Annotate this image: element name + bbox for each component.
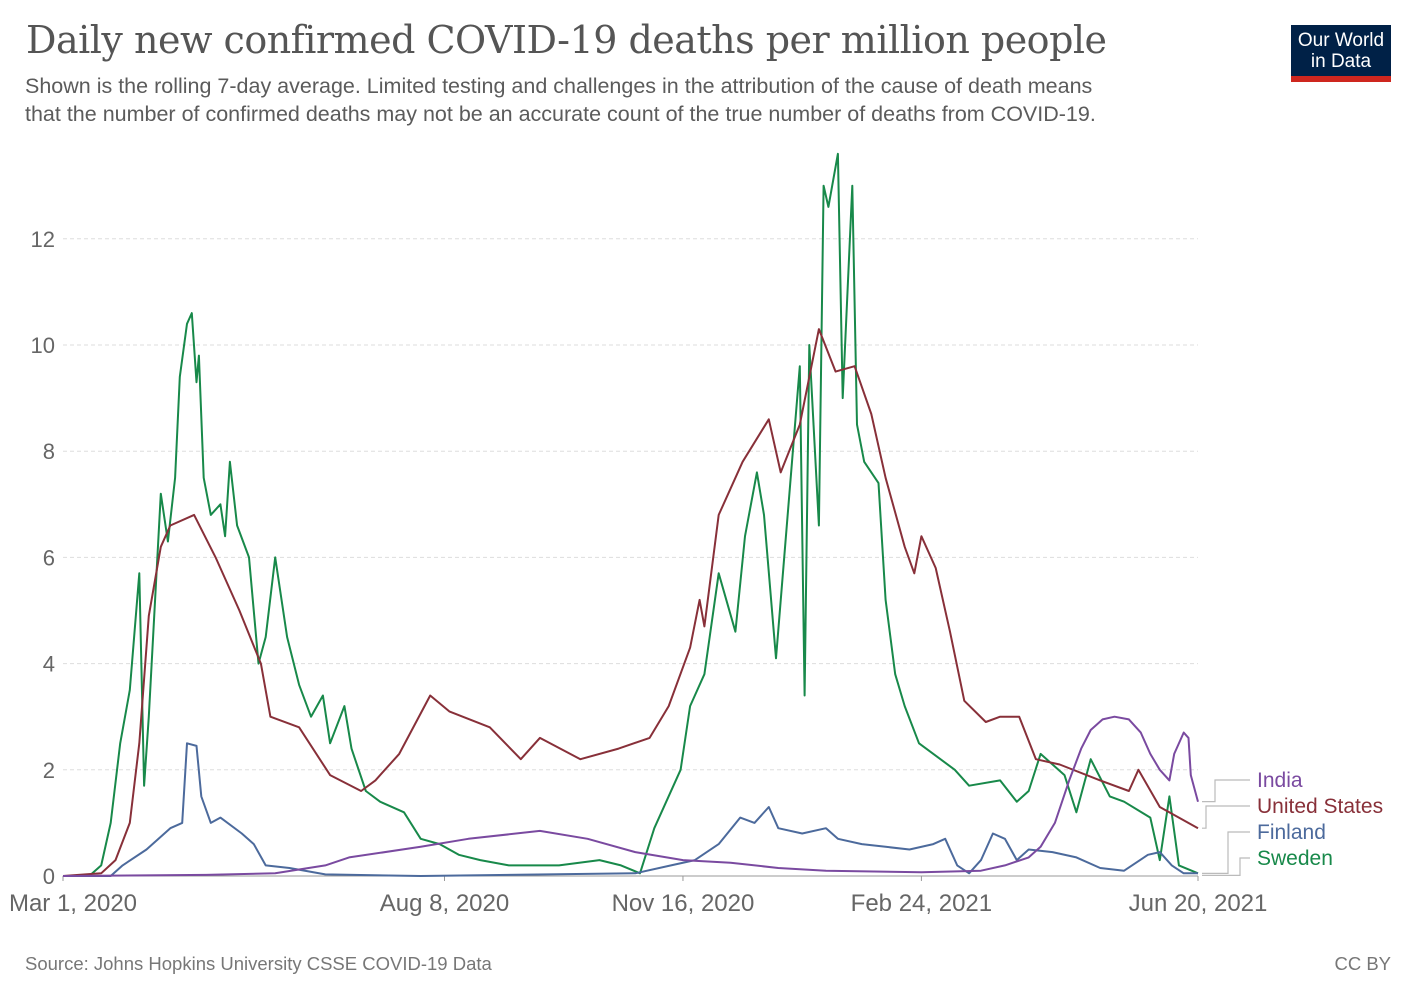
legend-connector [1202, 805, 1250, 829]
series-lines [62, 152, 1199, 877]
y-axis: 0 2 4 6 8 10 12 [31, 227, 55, 889]
x-tick-label: Aug 8, 2020 [380, 890, 509, 917]
legend-label-india[interactable]: India [1257, 769, 1303, 792]
legend: India United States Finland Sweden [1202, 769, 1383, 876]
y-tick-label: 10 [31, 333, 55, 358]
series-line-united-states[interactable] [62, 328, 1199, 877]
x-tick-label: Mar 1, 2020 [9, 890, 137, 917]
series-line-finland[interactable] [63, 742, 1198, 877]
y-tick-label: 0 [43, 864, 55, 889]
y-tick-label: 4 [43, 652, 55, 677]
license-link[interactable]: CC BY [1334, 953, 1391, 974]
legend-label-sweden[interactable]: Sweden [1257, 847, 1333, 870]
owid-logo[interactable]: Our World in Data [1291, 25, 1391, 82]
chart-subtitle: Shown is the rolling 7-day average. Limi… [25, 72, 1245, 128]
grid [63, 238, 1198, 877]
y-tick-label: 12 [31, 227, 55, 252]
chart-title: Daily new confirmed COVID-19 deaths per … [26, 18, 1107, 62]
subtitle-line: that the number of confirmed deaths may … [25, 102, 1096, 126]
source-note: Source: Johns Hopkins University CSSE CO… [25, 953, 492, 974]
legend-label-united-states[interactable]: United States [1257, 795, 1383, 818]
logo-red-bar [1291, 76, 1391, 82]
y-tick-label: 8 [43, 439, 55, 464]
series-line-india[interactable] [62, 715, 1199, 877]
logo-text: Our World [1297, 30, 1385, 51]
x-tick-label: Feb 24, 2021 [851, 890, 992, 917]
y-tick-label: 6 [43, 545, 55, 570]
logo-text: in Data [1310, 51, 1372, 72]
legend-connector [1202, 779, 1250, 803]
legend-connector [1202, 831, 1250, 874]
series-line-sweden[interactable] [63, 152, 1199, 877]
x-tick-label: Jun 20, 2021 [1129, 890, 1268, 917]
subtitle-line: Shown is the rolling 7-day average. Limi… [25, 74, 1093, 98]
x-tick-label: Nov 16, 2020 [612, 890, 755, 917]
legend-connector [1202, 857, 1250, 876]
legend-label-finland[interactable]: Finland [1257, 821, 1326, 844]
x-axis: Mar 1, 2020 Aug 8, 2020 Nov 16, 2020 Feb 24… [9, 876, 1267, 917]
y-tick-label: 2 [43, 758, 55, 783]
